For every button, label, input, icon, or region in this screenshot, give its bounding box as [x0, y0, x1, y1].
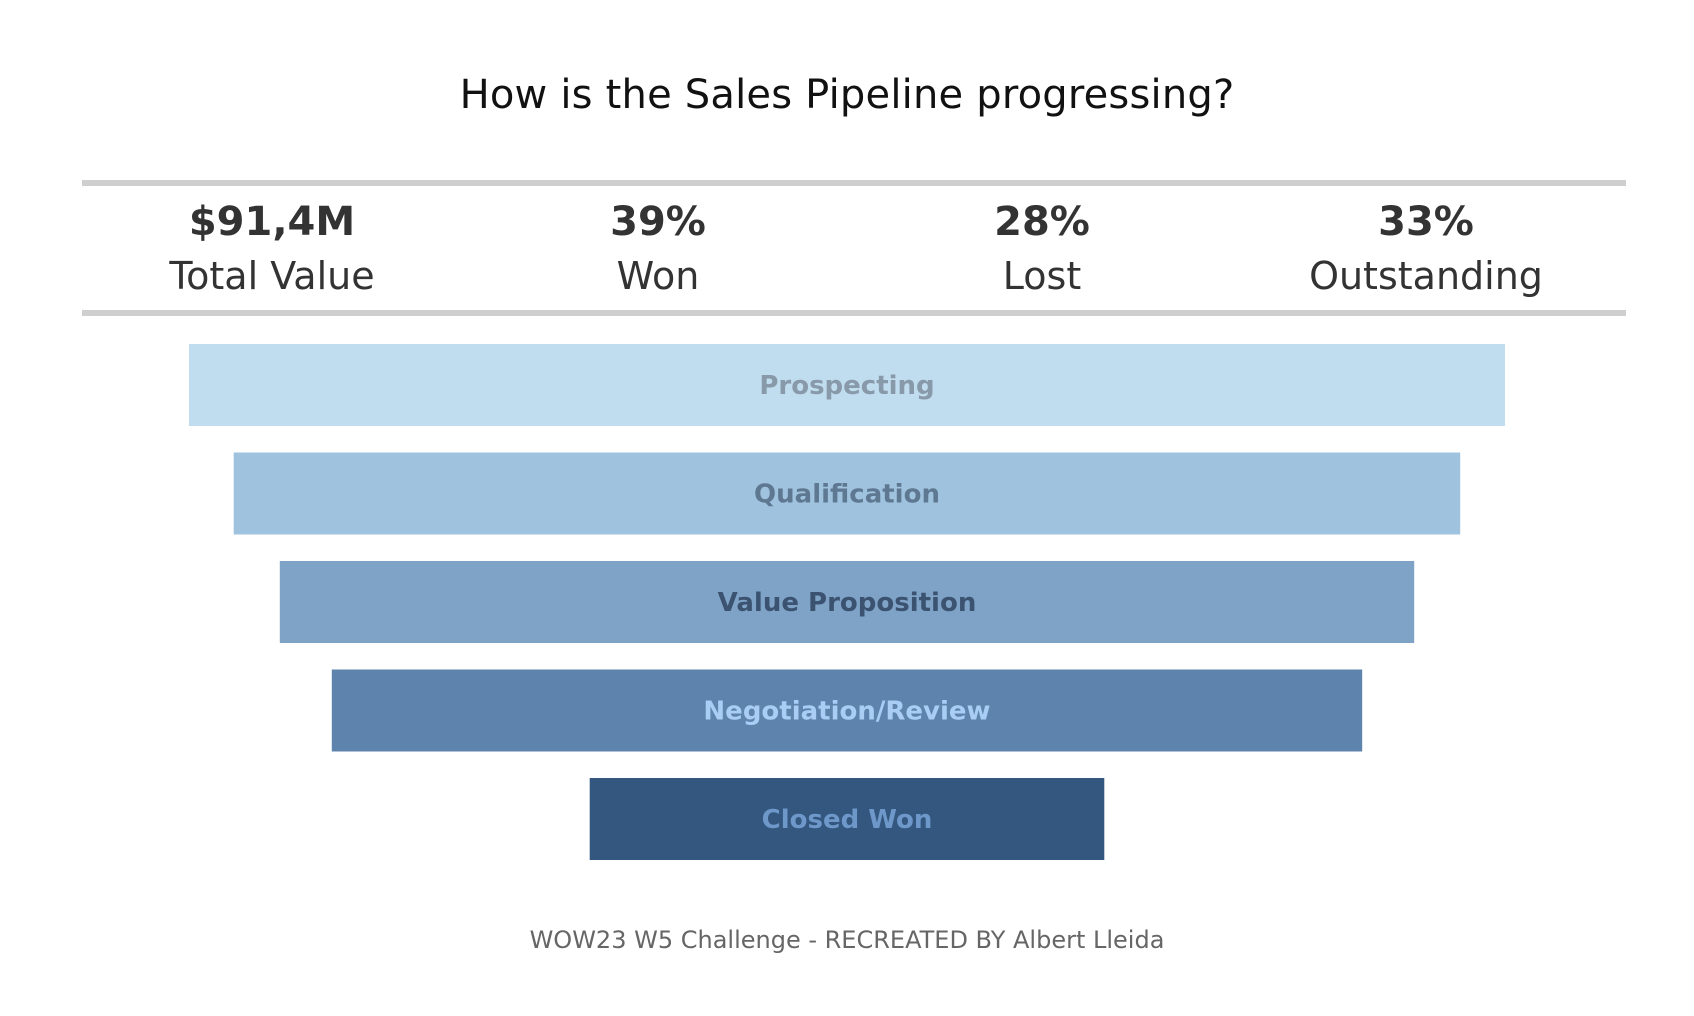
funnel-label-prospecting: Prospecting — [759, 371, 934, 401]
kpi-total-value: $91,4M Total Value — [72, 196, 472, 302]
funnel-bar-negotiation-review[interactable] — [331, 669, 1363, 752]
funnel-label-negotiation-review: Negotiation/Review — [703, 697, 990, 727]
kpi-outstanding-number: 33% — [1378, 199, 1474, 245]
kpi-lost: 28% Lost — [842, 196, 1242, 302]
funnel-bar-value-proposition[interactable] — [279, 561, 1415, 643]
page-title: How is the Sales Pipeline progressing? — [459, 72, 1235, 118]
funnel-bar-closed-won[interactable] — [589, 778, 1105, 860]
kpi-total-value-label: Total Value — [169, 254, 375, 298]
funnel-label-closed-won: Closed Won — [762, 805, 933, 835]
kpi-won-number: 39% — [610, 199, 706, 245]
funnel-bar-prospecting[interactable] — [189, 344, 1505, 426]
kpi-outstanding-label: Outstanding — [1309, 254, 1543, 298]
kpi-won: 39% Won — [458, 196, 858, 302]
kpi-outstanding: 33% Outstanding — [1226, 196, 1626, 302]
kpi-lost-number: 28% — [994, 199, 1090, 245]
kpi-top-divider — [82, 180, 1626, 186]
funnel-bar-qualification[interactable] — [233, 452, 1461, 535]
kpi-lost-label: Lost — [1002, 254, 1082, 298]
kpi-won-label: Won — [616, 254, 700, 298]
kpi-total-value-number: $91,4M — [188, 199, 356, 245]
funnel-label-qualification: Qualification — [754, 480, 940, 510]
kpi-bottom-divider — [82, 310, 1626, 316]
funnel-label-value-proposition: Value Proposition — [718, 588, 977, 618]
footer-credit: WOW23 W5 Challenge - RECREATED BY Albert… — [529, 926, 1165, 954]
